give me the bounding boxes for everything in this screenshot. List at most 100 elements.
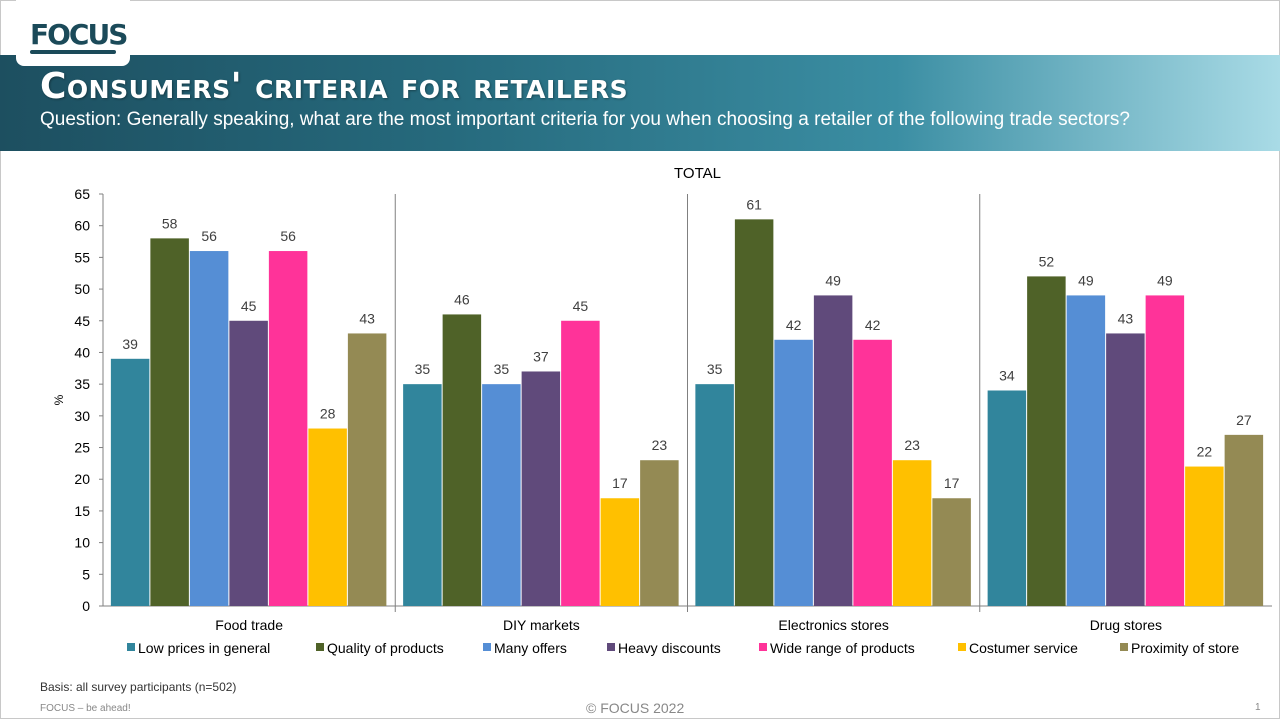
bar-value-label: 45 <box>241 298 257 314</box>
question-text: Question: Generally speaking, what are t… <box>40 109 1130 130</box>
y-tick-label: 35 <box>74 376 90 392</box>
bar <box>1224 434 1264 606</box>
bar-value-label: 46 <box>454 291 470 307</box>
bar-value-label: 43 <box>359 310 375 326</box>
y-tick-label: 45 <box>74 313 90 329</box>
legend-swatch <box>759 643 767 651</box>
bar <box>482 384 521 606</box>
legend-swatch <box>483 643 491 651</box>
bar <box>853 339 892 606</box>
footer-copyright: © FOCUS 2022 <box>586 700 685 716</box>
y-tick-label: 55 <box>74 249 90 265</box>
legend-swatch <box>316 643 324 651</box>
bar <box>987 390 1027 606</box>
category-label: Electronics stores <box>778 617 888 633</box>
title-banner <box>0 55 1280 151</box>
bar-value-label: 45 <box>573 298 589 314</box>
category-label: DIY markets <box>503 617 580 633</box>
basis-note: Basis: all survey participants (n=502) <box>40 680 237 694</box>
bar <box>640 460 679 606</box>
bar-value-label: 27 <box>1236 412 1252 428</box>
y-tick-label: 50 <box>74 281 90 297</box>
bar <box>734 219 774 606</box>
bar-value-label: 35 <box>707 361 723 377</box>
y-tick-label: 25 <box>74 440 90 456</box>
category-label: Food trade <box>215 617 283 633</box>
bar <box>110 358 150 606</box>
bar-value-label: 37 <box>533 348 549 364</box>
legend-label: Wide range of products <box>770 640 915 656</box>
category-label: Drug stores <box>1090 617 1162 633</box>
legend-label: Low prices in general <box>138 640 270 656</box>
legend-label: Heavy discounts <box>618 640 721 656</box>
bar-value-label: 22 <box>1197 444 1213 460</box>
bar <box>442 314 482 606</box>
bar-value-label: 49 <box>1078 272 1094 288</box>
y-tick-label: 65 <box>74 186 90 202</box>
bar <box>561 320 600 606</box>
bar <box>403 384 442 606</box>
y-tick-label: 40 <box>74 344 90 360</box>
bar-value-label: 56 <box>280 228 296 244</box>
y-tick-label: 15 <box>74 503 90 519</box>
y-tick-label: 0 <box>82 598 90 614</box>
bar <box>774 339 813 606</box>
bar <box>150 238 189 606</box>
logo-underline <box>30 50 116 54</box>
bar <box>1185 466 1224 606</box>
bar-value-label: 23 <box>904 437 920 453</box>
bar <box>600 498 640 606</box>
legend-label: Costumer service <box>969 640 1078 656</box>
bar-value-label: 42 <box>786 317 802 333</box>
bar <box>892 460 932 606</box>
bar-value-label: 56 <box>201 228 217 244</box>
bar <box>189 251 229 607</box>
bar <box>347 333 387 606</box>
bar <box>1027 276 1066 606</box>
footer-tagline: FOCUS – be ahead! <box>40 703 131 714</box>
y-tick-label: 10 <box>74 535 90 551</box>
logo-box <box>16 0 130 66</box>
legend-swatch <box>1120 643 1128 651</box>
bar-value-label: 49 <box>825 272 841 288</box>
bar-value-label: 17 <box>612 475 628 491</box>
y-tick-label: 5 <box>82 566 90 582</box>
y-axis-label: % <box>52 394 66 405</box>
y-tick-label: 60 <box>74 218 90 234</box>
bar <box>1145 295 1185 606</box>
bar-value-label: 39 <box>122 336 138 352</box>
chart-title: TOTAL <box>674 165 721 182</box>
legend-swatch <box>958 643 966 651</box>
bar-value-label: 23 <box>652 437 668 453</box>
bar-value-label: 35 <box>415 361 431 377</box>
bar <box>229 320 268 606</box>
bar-value-label: 43 <box>1118 310 1134 326</box>
bar <box>521 371 561 606</box>
legend-label: Many offers <box>494 640 567 656</box>
bar <box>268 251 308 607</box>
bar-value-label: 35 <box>494 361 510 377</box>
bar <box>695 384 734 606</box>
bar-value-label: 28 <box>320 406 336 422</box>
focus-logo: FOCUS <box>30 18 128 51</box>
bar-value-label: 34 <box>999 367 1015 383</box>
legend-label: Proximity of store <box>1131 640 1239 656</box>
bar <box>1106 333 1145 606</box>
bar-value-label: 58 <box>162 215 178 231</box>
y-tick-label: 20 <box>74 471 90 487</box>
legend-label: Quality of products <box>327 640 444 656</box>
bar-value-label: 49 <box>1157 272 1173 288</box>
bar <box>1066 295 1106 606</box>
legend-swatch <box>127 643 135 651</box>
y-tick-label: 30 <box>74 408 90 424</box>
legend-swatch <box>607 643 615 651</box>
bar-value-label: 61 <box>746 196 762 212</box>
bar-value-label: 42 <box>865 317 881 333</box>
page-number: 1 <box>1255 702 1261 713</box>
bar <box>932 498 971 606</box>
bar <box>308 428 347 606</box>
bar <box>813 295 853 606</box>
bar-value-label: 17 <box>944 475 960 491</box>
slide-title: Consumers' criteria for retailers <box>40 66 629 107</box>
